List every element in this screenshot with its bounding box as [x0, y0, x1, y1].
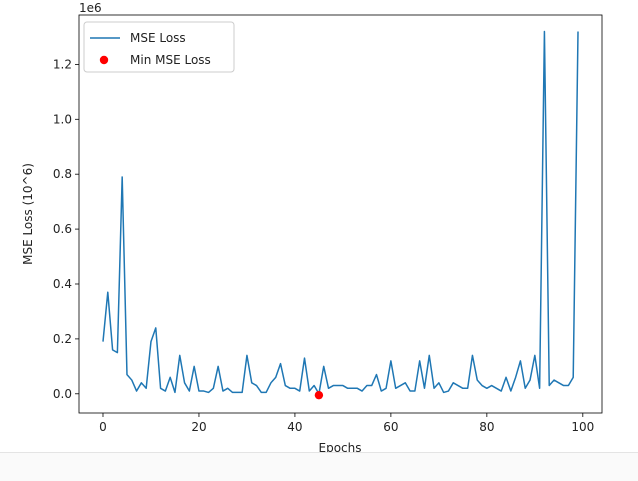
legend: MSE Loss Min MSE Loss	[83, 21, 235, 73]
y-offset-text: 1e6	[79, 1, 102, 15]
legend-label-min-mse-loss: Min MSE Loss	[130, 53, 211, 67]
figure-background	[0, 0, 638, 452]
x-tick-label: 20	[191, 420, 206, 434]
min-mse-points	[314, 390, 324, 400]
y-tick-label: 0.0	[53, 387, 72, 401]
window-bottom-strip	[0, 452, 638, 481]
plot-area: 0 20 40 60 80 100 0.0 0.2 0.4 0.6 0.8 1.0 1.2	[53, 14, 603, 434]
figure: 1e6 0 20 40 60 80 100 0.0 0.2 0.4 0.6 0.8 1.0 1.2 E…	[0, 0, 638, 452]
plot-frame	[78, 14, 603, 414]
y-tick-label: 0.2	[53, 332, 72, 346]
x-tick-label: 100	[571, 420, 594, 434]
legend-label-mse-loss: MSE Loss	[130, 31, 186, 45]
y-tick-label: 0.8	[53, 167, 72, 181]
y-axis: 0.0 0.2 0.4 0.6 0.8 1.0 1.2	[53, 57, 79, 401]
x-tick-label: 40	[287, 420, 302, 434]
x-axis: 0 20 40 60 80 100	[99, 413, 594, 434]
legend-box	[83, 21, 235, 73]
mse-loss-line	[102, 30, 579, 395]
y-tick-label: 0.6	[53, 222, 72, 236]
y-tick-label: 0.4	[53, 277, 72, 291]
y-axis-label: MSE Loss (10^6)	[21, 163, 35, 265]
x-tick-label: 80	[479, 420, 494, 434]
y-tick-label: 1.0	[53, 112, 72, 126]
y-tick-label: 1.2	[53, 57, 72, 71]
x-tick-label: 0	[99, 420, 107, 434]
x-tick-label: 60	[383, 420, 398, 434]
min-mse-point	[314, 390, 324, 400]
x-axis-label: Epochs	[319, 441, 362, 452]
legend-marker-swatch	[99, 55, 109, 65]
